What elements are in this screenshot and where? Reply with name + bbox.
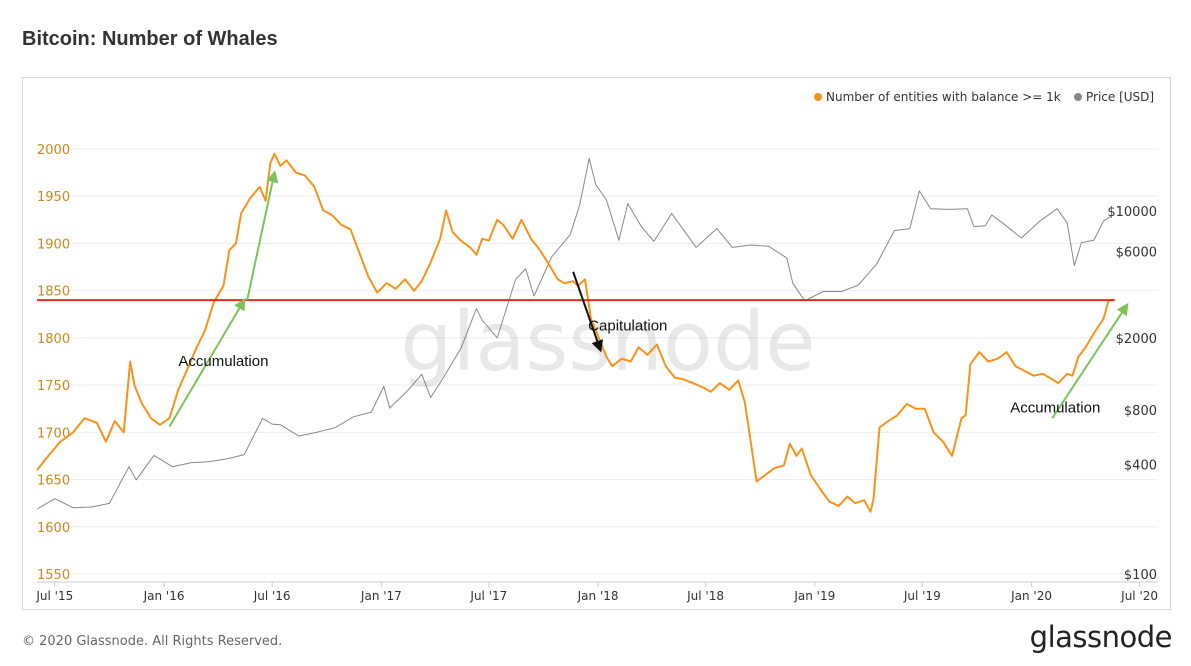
x-tick-label: Jul '19 bbox=[903, 589, 941, 603]
y-left-tick-label: 1950 bbox=[37, 190, 70, 205]
y-left-tick-label: 1750 bbox=[37, 379, 70, 394]
capitulation-arrow bbox=[572, 271, 603, 353]
accumulation-label: Accumulation bbox=[1010, 400, 1100, 417]
y-left-tick-label: 1600 bbox=[37, 521, 70, 536]
capitulation-label: Capitulation bbox=[588, 317, 667, 334]
whales-series-line bbox=[36, 152, 1115, 513]
x-tick-label: Jan '20 bbox=[1010, 589, 1052, 603]
accumulation-arrow bbox=[168, 298, 246, 428]
y-left-tick-label: 2000 bbox=[37, 143, 70, 158]
accumulation-label: Accumulation bbox=[178, 353, 268, 370]
y-left-tick-label: 1900 bbox=[37, 237, 70, 252]
x-tick-label: Jul '17 bbox=[469, 589, 507, 603]
x-tick-label: Jul '16 bbox=[253, 589, 291, 603]
y-right-tick-label: $2000 bbox=[1116, 332, 1157, 347]
x-tick-label: Jan '16 bbox=[143, 589, 185, 603]
y-left-tick-label: 1700 bbox=[37, 426, 70, 441]
glassnode-logo[interactable]: glassnode bbox=[1029, 620, 1173, 654]
x-tick-label: Jul '15 bbox=[35, 589, 73, 603]
x-tick-label: Jan '19 bbox=[793, 589, 835, 603]
legend-label-price: Price [USD] bbox=[1086, 90, 1154, 104]
y-left-tick-label: 1850 bbox=[37, 285, 70, 300]
y-right-tick-label: $10000 bbox=[1107, 205, 1157, 220]
chart-panel: glassnode 1550 1600 1650 1700 1750 1800 1850 190… bbox=[22, 77, 1171, 610]
x-tick-label: Jul '18 bbox=[686, 589, 724, 603]
x-tick-label: Jul '20 bbox=[1120, 589, 1158, 603]
price-series-line bbox=[36, 157, 1112, 510]
copyright-text: © 2020 Glassnode. All Rights Reserved. bbox=[22, 634, 283, 649]
whales-chart: glassnode 1550 1600 1650 1700 1750 1800 1850 190… bbox=[35, 90, 1158, 603]
chart-title: Bitcoin: Number of Whales bbox=[22, 28, 278, 50]
y-left-tick-label: 1650 bbox=[37, 474, 70, 489]
y-right-tick-label: $100 bbox=[1124, 568, 1157, 583]
y-right-tick-label: $800 bbox=[1124, 404, 1157, 419]
y-right-tick-label: $400 bbox=[1124, 459, 1157, 474]
accumulation-arrow bbox=[246, 170, 279, 301]
legend-label-whales: Number of entities with balance >= 1k bbox=[826, 90, 1061, 104]
legend-marker-price bbox=[1074, 93, 1082, 101]
accumulation-arrow bbox=[1051, 302, 1129, 419]
x-tick-label: Jan '18 bbox=[577, 589, 619, 603]
y-left-tick-label: 1550 bbox=[37, 568, 70, 583]
y-right-tick-label: $6000 bbox=[1116, 245, 1157, 260]
x-tick-label: Jan '17 bbox=[360, 589, 402, 603]
y-left-tick-label: 1800 bbox=[37, 332, 70, 347]
watermark-text: glassnode bbox=[400, 295, 815, 390]
legend-marker-whales bbox=[814, 93, 822, 101]
